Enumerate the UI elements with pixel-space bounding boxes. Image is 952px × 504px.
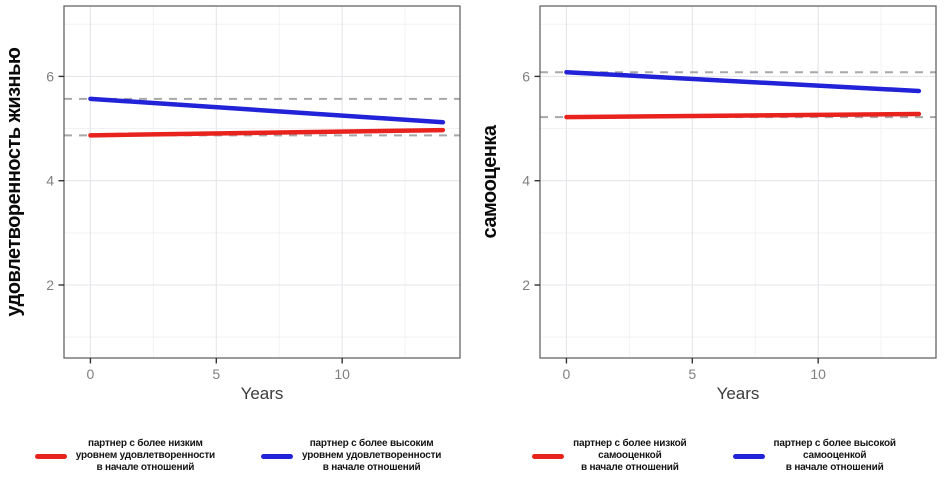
x-tick-label: 0 xyxy=(563,366,571,382)
y-tick-label: 2 xyxy=(522,277,530,293)
x-tick-label: 5 xyxy=(688,366,696,382)
chart-life-satisfaction: 0 5 10 2 4 6 удовлетворенность жизнью Years п… xyxy=(0,5,476,474)
y-tick-label: 4 xyxy=(522,173,530,189)
legend-line-swatch xyxy=(34,453,67,459)
legend-item: партнер с более высоким уровнем удовлетво… xyxy=(261,438,441,474)
series-line xyxy=(564,69,922,94)
series-line xyxy=(564,111,922,120)
x-tick-label: 10 xyxy=(334,366,350,382)
panel-background xyxy=(64,6,460,358)
plot-panel: 0 5 10 2 4 6 xyxy=(46,5,461,382)
legend-label: партнер с более высокой самооценкой в нача… xyxy=(773,438,897,473)
y-axis-title: самооценка xyxy=(479,124,501,238)
legend-label: партнер с более низким уровнем удовлетвор… xyxy=(75,438,215,473)
y-tick-label: 2 xyxy=(46,277,54,293)
chart-self-esteem: 0 5 10 2 4 6 самооценка Years партнер с более… xyxy=(476,0,952,504)
x-tick-label: 10 xyxy=(810,366,826,382)
series-line xyxy=(88,127,446,138)
legend-line-swatch xyxy=(261,453,293,459)
legend-item: партнер с более высокой самооценкой в нача… xyxy=(732,438,897,474)
self-esteem-plot: 0 5 10 2 4 6 самооценка Years xyxy=(479,5,937,403)
plot-panel: 0 5 10 2 4 6 xyxy=(522,5,937,382)
x-tick-label: 5 xyxy=(212,366,220,382)
y-tick-label: 6 xyxy=(522,68,530,84)
x-axis-title: Years xyxy=(717,384,760,403)
legend-item: партнер с более низкой самооценкой в начал… xyxy=(532,438,687,474)
legend: партнер с более низким уровнем удовлетвор… xyxy=(0,438,476,474)
legend: партнер с более низкой самооценкой в начал… xyxy=(476,438,952,474)
y-tick-label: 6 xyxy=(46,68,54,84)
panel-border xyxy=(539,5,937,359)
x-axis-title: Years xyxy=(241,384,284,403)
legend-item: партнер с более низким уровнем удовлетвор… xyxy=(34,438,215,474)
life-satisfaction-plot: 0 5 10 2 4 6 удовлетворенность жизнью Years xyxy=(3,5,461,403)
legend-line-swatch xyxy=(732,453,765,459)
legend-label: партнер с более низкой самооценкой в начал… xyxy=(573,438,687,473)
series-line xyxy=(88,96,446,125)
panel-background xyxy=(540,6,936,358)
legend-line-swatch xyxy=(532,453,565,459)
x-tick-label: 0 xyxy=(87,366,95,382)
legend-label: партнер с более высоким уровнем удовлетво… xyxy=(302,438,442,473)
panel-border xyxy=(63,5,461,359)
y-axis-title: удовлетворенность жизнью xyxy=(3,47,25,316)
y-tick-label: 4 xyxy=(46,173,54,189)
